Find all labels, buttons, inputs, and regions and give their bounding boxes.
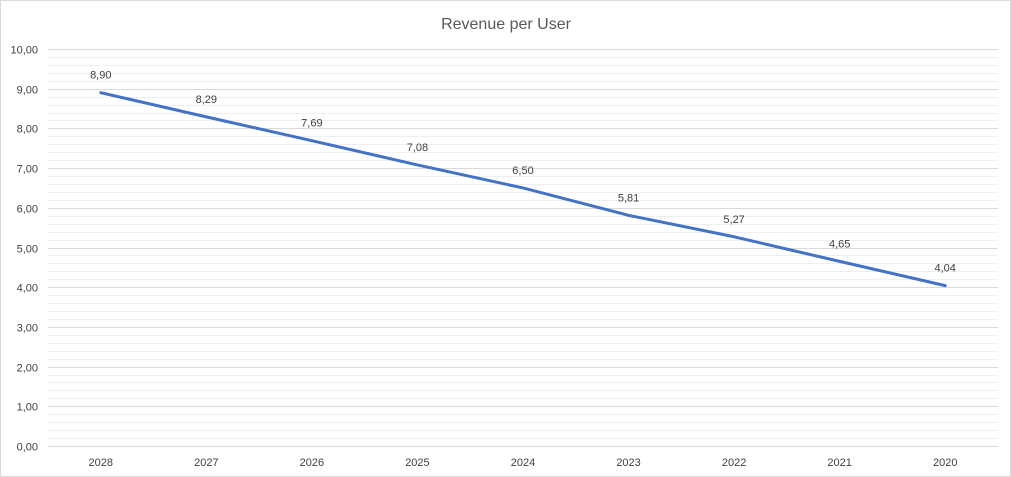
data-label: 7,08 [407,142,428,154]
data-labels: 8,90 8,29 7,69 7,08 6,50 5,81 5,27 4,65 4,04 [90,70,956,275]
data-label: 6,50 [512,165,533,177]
data-label: 8,90 [90,70,111,82]
x-tick-label: 2021 [827,457,851,469]
y-axis-tick-labels: 0,00 1,00 2,00 3,00 4,00 5,00 6,00 7,00 8,00 9,00… [10,45,38,454]
series-group [99,91,947,288]
y-tick-label: 2,00 [17,363,38,375]
x-tick-label: 2026 [300,457,324,469]
y-tick-label: 5,00 [17,244,38,256]
y-tick-label: 1,00 [17,402,38,414]
x-tick-label: 2024 [511,457,535,469]
y-tick-label: 6,00 [17,204,38,216]
chart-title: Revenue per User [441,16,572,33]
x-axis-tick-labels: 2028 2027 2026 2025 2024 2023 2022 2021 2020 [89,457,958,469]
y-tick-label: 0,00 [17,442,38,454]
data-label: 8,29 [196,94,217,106]
y-tick-label: 4,00 [17,283,38,295]
major-gridlines [48,49,998,447]
x-tick-label: 2020 [933,457,957,469]
y-tick-label: 10,00 [10,45,38,57]
series-line [99,91,947,288]
x-tick-label: 2023 [616,457,640,469]
x-tick-label: 2025 [405,457,429,469]
data-label: 5,27 [723,214,744,226]
data-label: 4,04 [935,263,956,275]
data-label: 4,65 [829,238,850,250]
x-tick-label: 2022 [722,457,746,469]
data-label: 7,69 [301,118,322,130]
data-label: 5,81 [618,192,639,204]
y-tick-label: 8,00 [17,124,38,136]
y-tick-label: 3,00 [17,323,38,335]
minor-gridlines [48,57,998,439]
x-tick-label: 2027 [194,457,218,469]
x-tick-label: 2028 [89,457,113,469]
y-tick-label: 7,00 [17,164,38,176]
y-tick-label: 9,00 [17,85,38,97]
